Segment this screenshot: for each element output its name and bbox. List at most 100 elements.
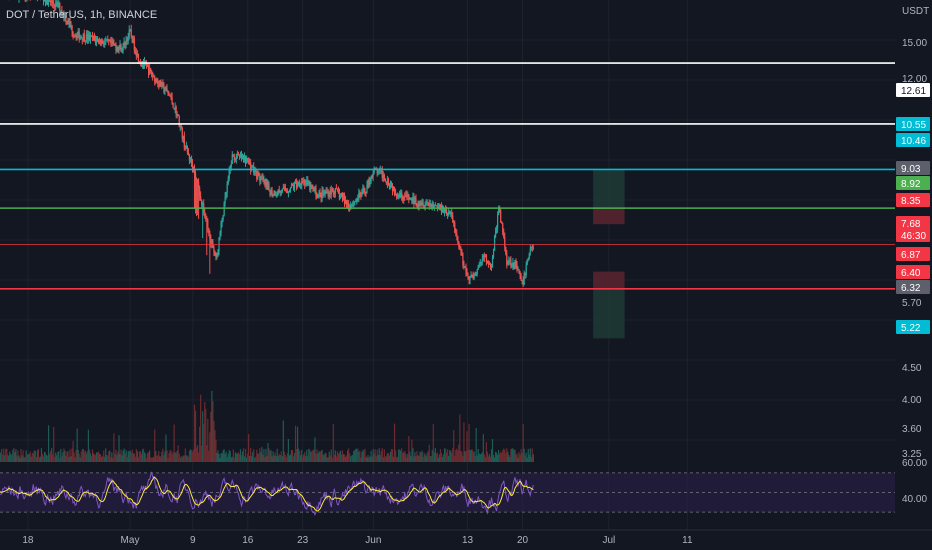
candle-body bbox=[384, 178, 386, 182]
candle-body bbox=[84, 41, 86, 43]
volume-bar bbox=[177, 445, 179, 462]
candle-body bbox=[528, 253, 530, 259]
volume-bar bbox=[49, 453, 51, 462]
candle-body bbox=[516, 264, 518, 271]
candle-body bbox=[376, 169, 378, 174]
candle-body bbox=[457, 235, 459, 242]
rsi-line bbox=[0, 471, 534, 516]
candle-body bbox=[433, 205, 435, 207]
volume-bar bbox=[459, 414, 461, 462]
candle-body bbox=[100, 39, 102, 44]
price-tag-label: 6.87 bbox=[901, 250, 921, 261]
candle-body bbox=[532, 247, 534, 249]
candle-body bbox=[491, 257, 494, 268]
candle-body bbox=[480, 261, 482, 264]
candle-body bbox=[440, 206, 443, 212]
candle-body bbox=[211, 241, 213, 244]
candle-body bbox=[264, 179, 266, 186]
volume-bar bbox=[451, 453, 453, 462]
volume-bar bbox=[290, 450, 293, 462]
volume-bar bbox=[205, 408, 207, 462]
candle-body bbox=[64, 15, 66, 18]
candle-body bbox=[126, 39, 128, 42]
volume-bar bbox=[115, 449, 117, 462]
volume-bar bbox=[258, 453, 260, 462]
volume-bar bbox=[415, 455, 417, 462]
price-tick-label: 4.50 bbox=[902, 363, 922, 374]
volume-bar bbox=[188, 450, 191, 462]
volume-bar bbox=[320, 450, 322, 462]
candle-body bbox=[467, 275, 469, 279]
candle-body bbox=[262, 177, 264, 181]
volume-bar bbox=[79, 457, 81, 462]
volume-bar bbox=[294, 425, 297, 462]
candle-body bbox=[420, 203, 422, 205]
time-axis[interactable]: 18 May 9 16 23 Jun 13 20 Jul 11 bbox=[0, 529, 932, 550]
volume-bar bbox=[461, 451, 463, 462]
volume-bar bbox=[452, 448, 454, 462]
horizontal-levels[interactable] bbox=[0, 62, 895, 290]
volume-bar bbox=[466, 431, 468, 462]
volume-bar bbox=[246, 453, 249, 462]
candle-body bbox=[422, 202, 424, 207]
candle-body bbox=[242, 156, 245, 159]
candle-body bbox=[183, 135, 185, 148]
volume-bar bbox=[334, 450, 336, 462]
candle-body bbox=[322, 190, 324, 194]
volume-bar bbox=[94, 455, 97, 462]
candle-body bbox=[95, 38, 98, 42]
volume-bar bbox=[293, 453, 296, 462]
volume-bar bbox=[467, 449, 469, 462]
candle-body bbox=[412, 197, 414, 202]
candle-body bbox=[43, 0, 46, 1]
volume-bar bbox=[218, 453, 220, 462]
price-tag bbox=[896, 176, 930, 190]
candle-body bbox=[89, 35, 92, 40]
price-tag-label: 7.68 bbox=[901, 219, 921, 230]
price-tick-label: 3.25 bbox=[902, 449, 922, 460]
volume-bar bbox=[376, 449, 378, 462]
volume-bar bbox=[129, 451, 131, 462]
candle-body bbox=[401, 192, 403, 197]
position-tools[interactable] bbox=[593, 169, 625, 339]
volume-bar bbox=[432, 424, 434, 462]
volume-bar bbox=[373, 453, 375, 462]
candle-body bbox=[504, 237, 506, 247]
volume-bar bbox=[149, 450, 151, 462]
volume-bar bbox=[138, 451, 141, 462]
volume-bar bbox=[355, 448, 357, 462]
candle-body bbox=[469, 276, 471, 280]
volume-bar bbox=[340, 454, 343, 462]
volume-bar bbox=[74, 457, 76, 462]
rsi-ma-line bbox=[0, 476, 534, 512]
candle-body bbox=[137, 54, 139, 63]
volume-bar bbox=[520, 449, 522, 462]
volume-bar bbox=[361, 452, 363, 462]
volume-bar bbox=[525, 452, 527, 462]
rsi-pane bbox=[0, 471, 895, 516]
candle-body bbox=[520, 275, 522, 281]
volume-bar bbox=[284, 455, 286, 462]
candle-body bbox=[381, 169, 383, 179]
volume-bar bbox=[58, 451, 60, 462]
volume-bar bbox=[408, 436, 410, 462]
volume-bar bbox=[381, 448, 383, 462]
candle-body bbox=[92, 36, 95, 39]
volume-bar bbox=[182, 455, 184, 462]
volume-bar bbox=[425, 456, 427, 462]
short-position-stop-zone bbox=[593, 208, 625, 225]
volume-bar bbox=[492, 454, 495, 462]
candle-body bbox=[510, 260, 512, 267]
volume-bar bbox=[231, 456, 233, 462]
volume-bar bbox=[324, 452, 326, 462]
candle-body bbox=[87, 34, 89, 40]
candle-body bbox=[61, 10, 63, 14]
volume-bar bbox=[0, 452, 2, 462]
candle-body bbox=[66, 21, 68, 23]
candle-body bbox=[392, 187, 395, 191]
candle-body bbox=[354, 201, 356, 203]
time-tick-label: 18 bbox=[22, 535, 34, 546]
volume-bar bbox=[92, 453, 95, 462]
volume-bar bbox=[28, 453, 30, 462]
